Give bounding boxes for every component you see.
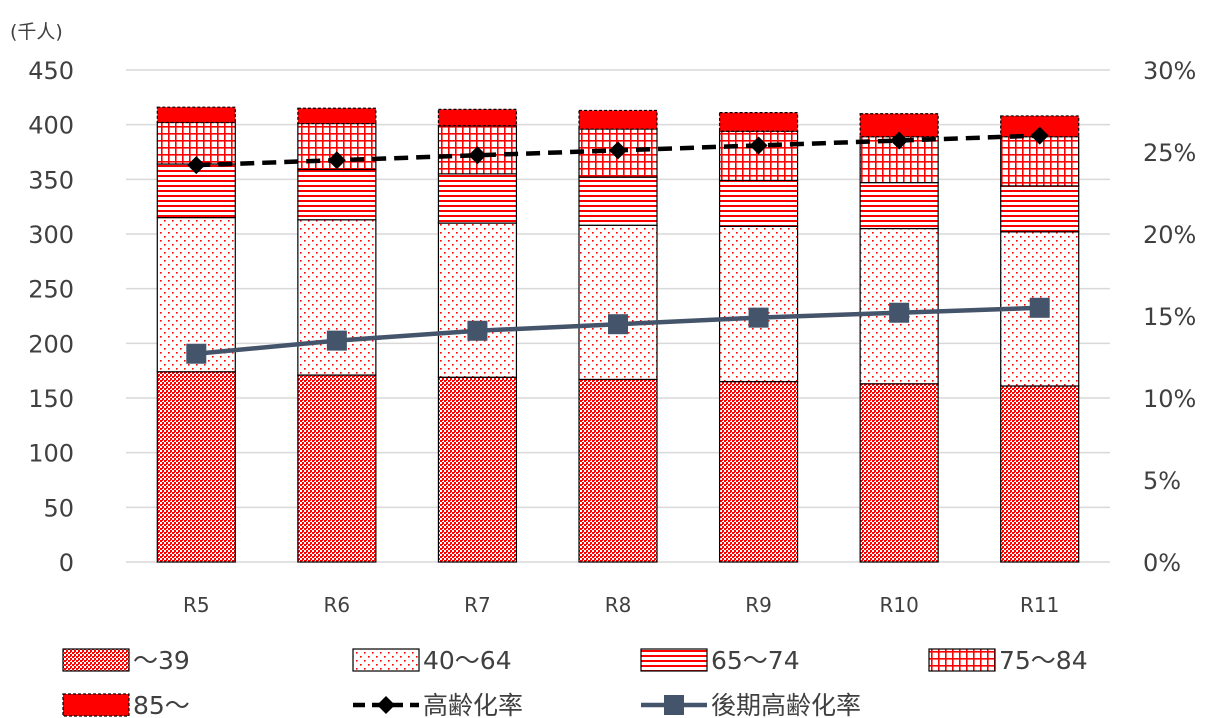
legend-item: 40～64	[352, 646, 512, 675]
category-label: R8	[605, 593, 632, 617]
legend-item: ～39	[62, 646, 190, 675]
left-tick-label: 50	[43, 494, 74, 522]
category-label: R11	[1020, 593, 1059, 617]
legend-swatch	[62, 648, 130, 672]
bar-segment	[437, 376, 518, 563]
legend-label: 後期高齢化率	[711, 691, 861, 718]
category-label: R7	[464, 593, 491, 617]
line-marker	[890, 131, 909, 150]
legend-item: 高齢化率	[353, 691, 523, 718]
line-marker	[467, 320, 488, 341]
line-marker	[748, 307, 769, 328]
bar-segment	[578, 224, 658, 381]
bar-segment	[578, 378, 658, 563]
line-marker	[1029, 297, 1050, 318]
left-tick-label: 300	[28, 221, 74, 249]
legend-label: 高齢化率	[423, 691, 523, 718]
bar-segment	[1000, 385, 1080, 563]
left-tick-label: 100	[28, 440, 74, 468]
bars	[156, 106, 1080, 563]
legend-label: 65～74	[711, 646, 800, 675]
bar-segment	[578, 109, 658, 130]
line-marker	[609, 141, 627, 160]
line-marker	[1030, 126, 1049, 145]
bar-segment	[1000, 136, 1080, 187]
bar-segment	[156, 371, 236, 563]
line-marker	[608, 314, 628, 335]
legend-label: ～39	[133, 646, 190, 675]
line-marker	[187, 156, 206, 175]
bar-segment	[1000, 185, 1080, 233]
line-marker	[326, 330, 347, 351]
bar-segment	[297, 374, 377, 563]
legend-swatch	[62, 693, 130, 717]
bar-segment	[297, 219, 377, 376]
category-label: R5	[183, 593, 210, 617]
legend-label: 75～84	[999, 646, 1088, 675]
right-tick-label: 20%	[1143, 221, 1196, 249]
legend-marker	[664, 695, 684, 715]
bar-segment	[297, 168, 377, 221]
right-tick-label: 10%	[1143, 385, 1196, 413]
legend-item: 75～84	[928, 646, 1088, 675]
bar-segment	[718, 112, 799, 132]
right-axis: 0% 5% 10% 15% 20% 25% 30%	[1143, 57, 1196, 577]
line-marker	[327, 151, 346, 170]
legend-swatch	[928, 648, 996, 672]
left-tick-label: 450	[28, 57, 74, 85]
right-tick-label: 0%	[1143, 549, 1181, 577]
right-tick-label: 5%	[1143, 467, 1181, 495]
legend-item: 85～	[62, 691, 190, 718]
bar-segment	[859, 182, 939, 230]
bar-segment	[437, 222, 518, 378]
right-tick-label: 30%	[1143, 57, 1196, 85]
left-tick-label: 0	[59, 549, 74, 577]
category-labels: R5 R6 R7 R8 R9 R10 R11	[183, 593, 1059, 617]
bar-segment	[578, 176, 658, 226]
bar-segment	[859, 113, 939, 138]
bar-segment	[859, 383, 939, 563]
legend-item: 65～74	[640, 646, 800, 675]
bar-segment	[156, 106, 236, 124]
legend-label: 85～	[133, 691, 190, 718]
legend: ～39 40～64 65～74 75～84 85～ 高齢化率 後期高齢化率	[62, 646, 1088, 718]
right-tick-label: 15%	[1143, 303, 1196, 331]
left-axis: 0 50 100 150 200 250 300 350 400 450	[28, 57, 74, 577]
line-marker	[186, 343, 207, 364]
left-tick-label: 200	[28, 330, 74, 358]
bar-segment	[718, 381, 799, 563]
left-tick-label: 400	[28, 112, 74, 140]
bar-segment	[718, 179, 799, 227]
left-tick-label: 150	[28, 385, 74, 413]
left-tick-label: 350	[28, 166, 74, 194]
line-series	[186, 126, 1050, 364]
right-tick-label: 25%	[1143, 139, 1196, 167]
legend-label: 40～64	[423, 646, 512, 675]
legend-swatch	[640, 648, 708, 672]
left-tick-label: 250	[28, 276, 74, 304]
category-label: R10	[879, 593, 918, 617]
bar-segment	[437, 173, 518, 224]
line-marker	[749, 136, 768, 155]
category-label: R9	[745, 593, 772, 617]
line-marker	[468, 146, 487, 165]
line-marker	[889, 302, 910, 323]
unit-label: (千人)	[10, 21, 63, 43]
category-label: R6	[324, 593, 351, 617]
bar-segment	[437, 108, 518, 127]
legend-marker	[377, 696, 395, 714]
legend-swatch	[352, 648, 420, 672]
bar-segment	[297, 107, 377, 125]
legend-item: 後期高齢化率	[641, 691, 861, 718]
bar-segment	[718, 225, 799, 383]
